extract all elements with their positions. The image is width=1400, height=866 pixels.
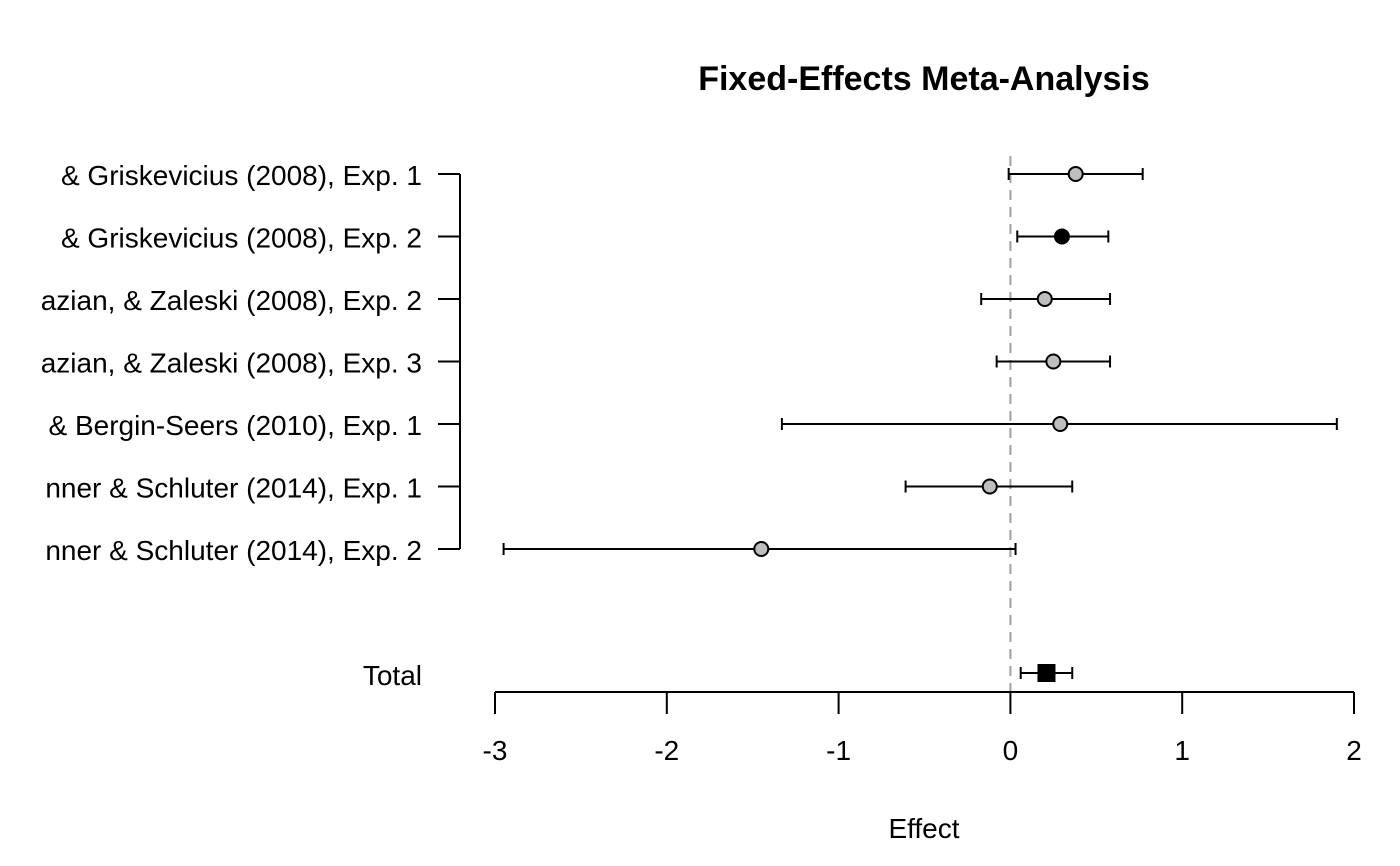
x-tick-label: -3: [483, 735, 508, 766]
study-row: [502, 541, 1017, 557]
study-labels: & Griskevicius (2008), Exp. 1 & Griskevic…: [41, 160, 422, 566]
study-row: [995, 353, 1112, 370]
study-row: [1007, 166, 1144, 182]
study-label: nner & Schluter (2014), Exp. 1: [45, 473, 422, 504]
chart-title: Fixed-Effects Meta-Analysis: [698, 60, 1150, 98]
x-axis-label: Effect: [888, 813, 959, 844]
study-label: azian, & Zaleski (2008), Exp. 2: [41, 285, 422, 316]
study-label: & Griskevicius (2008), Exp. 2: [61, 223, 422, 254]
study-label: azian, & Zaleski (2008), Exp. 3: [41, 348, 422, 379]
point-estimate: [1036, 291, 1053, 307]
x-axis: -3 -2 -1 0 1 2: [483, 691, 1362, 766]
point-estimate: [1052, 416, 1069, 432]
point-estimate: [1045, 353, 1062, 370]
study-row: [1016, 228, 1110, 245]
x-tick-label: 2: [1346, 735, 1362, 766]
point-estimate: [753, 541, 770, 557]
x-tick-label: -1: [826, 735, 851, 766]
study-label: nner & Schluter (2014), Exp. 2: [45, 535, 422, 566]
total-summary: Total: [363, 660, 1074, 691]
total-label: Total: [363, 660, 422, 691]
x-tick-label: 0: [1003, 735, 1019, 766]
study-marks: [502, 166, 1338, 557]
study-row: [780, 416, 1338, 432]
study-row: [980, 291, 1112, 307]
x-tick-label: -2: [654, 735, 679, 766]
study-label: & Griskevicius (2008), Exp. 1: [61, 160, 422, 191]
point-estimate: [981, 478, 998, 495]
total-point-estimate: [1037, 664, 1056, 682]
study-axis: [438, 173, 461, 550]
x-tick-label: 1: [1174, 735, 1190, 766]
study-label: & Bergin-Seers (2010), Exp. 1: [48, 410, 422, 441]
point-estimate: [1053, 228, 1070, 245]
study-row: [904, 478, 1074, 495]
point-estimate: [1067, 166, 1084, 182]
